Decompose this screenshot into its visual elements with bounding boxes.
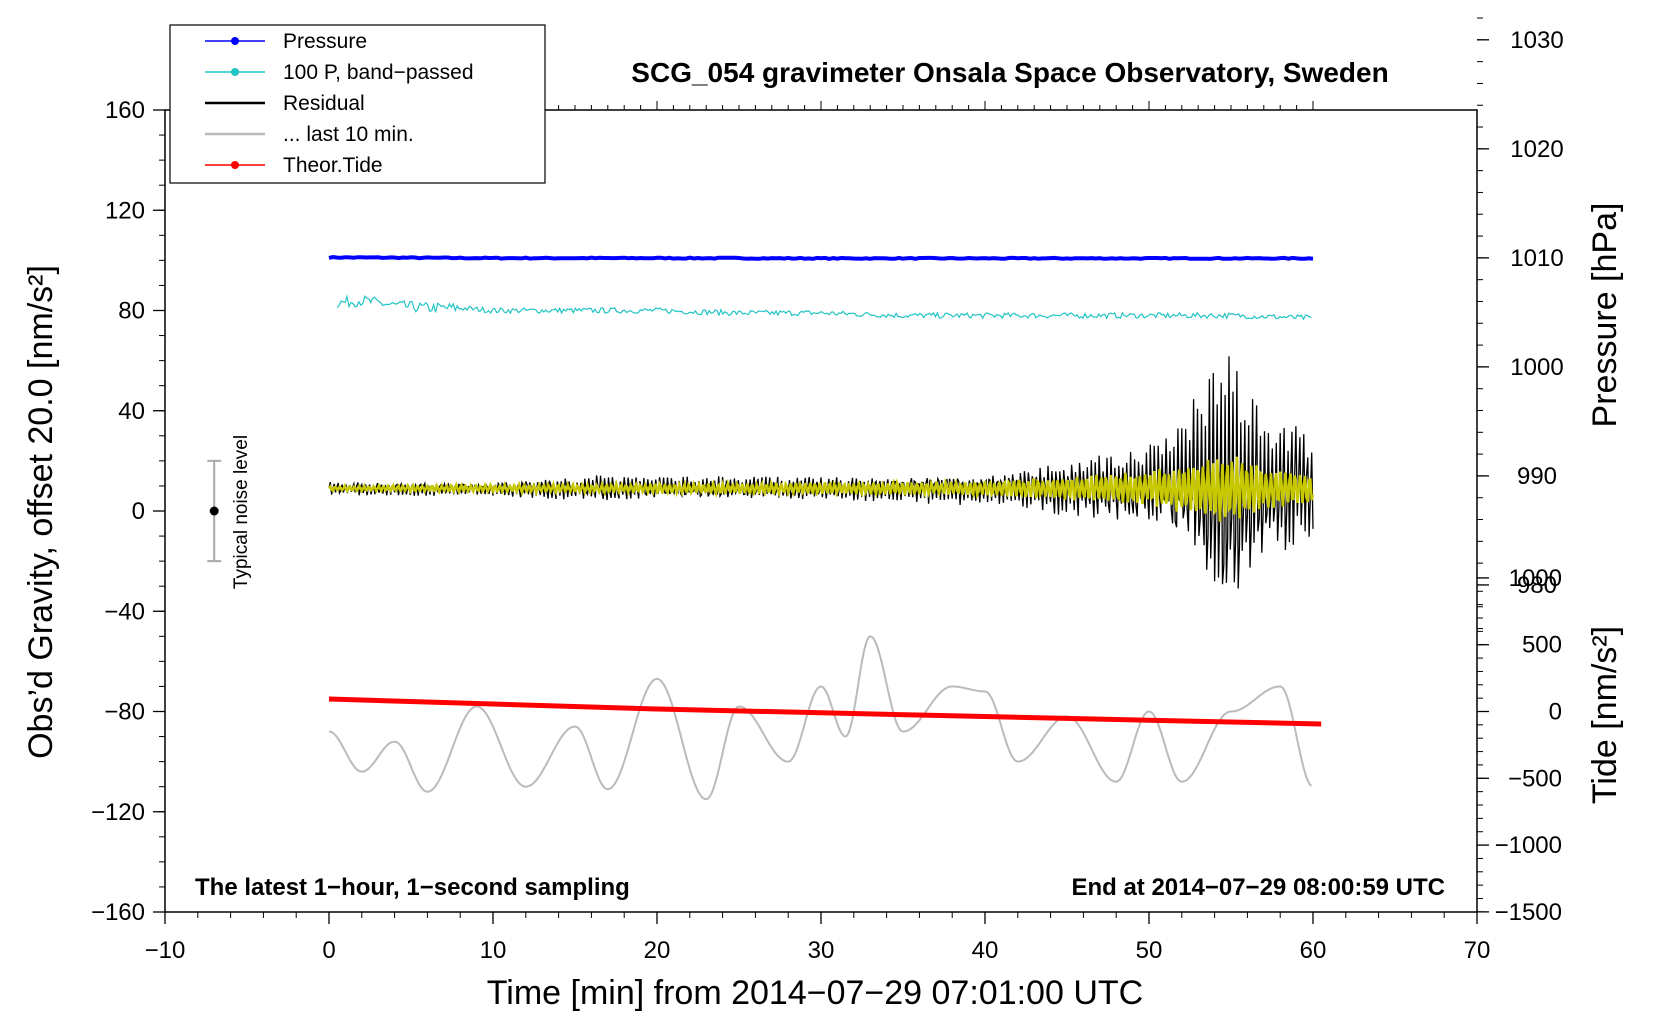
y-tick-label: 0 [132, 498, 145, 525]
y-tick-label: 40 [118, 398, 145, 425]
tide-tick-label: 1000 [1509, 565, 1562, 592]
axis-ticks: −10 0 10 20 30 40 50 60 7016012080400−40−80−120−… [91, 17, 1564, 964]
x-tick-label: 50 [1136, 937, 1163, 964]
x-tick-label: −10 [145, 937, 186, 964]
tide-tick-label: 0 [1549, 699, 1562, 726]
x-tick-label: 70 [1464, 937, 1491, 964]
x-tick-label: 40 [972, 937, 999, 964]
y-tick-label: 160 [105, 97, 145, 124]
series-band-passed [336, 294, 1312, 321]
pressure-tick-label: 980 [1517, 572, 1557, 599]
axes-frame [164, 109, 1478, 913]
legend-label-pressure: Pressure [283, 30, 367, 53]
x-axis-title: Time [min] from 2014−07−29 07:01:00 UTC [487, 974, 1143, 1012]
y-tick-label: −40 [104, 598, 145, 625]
y-tick-label: −160 [91, 899, 145, 926]
y-tick-label: 120 [105, 197, 145, 224]
x-tick-label: 10 [480, 937, 507, 964]
pressure-tick-label: 1020 [1510, 136, 1563, 163]
series-last-10-min [328, 635, 1313, 801]
legend: Pressure 100 P, band−passed Residual ...… [169, 24, 546, 184]
y-axis-title-tide: Tide [nm/s²] [1586, 626, 1624, 804]
legend-item-last-10-min: ... last 10 min. [283, 123, 414, 146]
x-tick-label: 60 [1300, 937, 1327, 964]
pressure-tick-label: 1030 [1510, 27, 1563, 54]
legend-label-band-passed: 100 P, band−passed [283, 61, 474, 84]
legend-item-pressure: Pressure [283, 30, 367, 53]
pressure-tick-label: 1000 [1510, 354, 1563, 381]
tide-tick-label: −1500 [1495, 899, 1562, 926]
legend-item-residual: Residual [283, 92, 365, 115]
legend-swatch-marker [231, 161, 239, 169]
series-residual-band-passed [327, 456, 1315, 522]
tide-tick-label: 500 [1522, 632, 1562, 659]
plot-frame [164, 109, 1478, 913]
y-axis-title-pressure: Pressure [hPa] [1586, 203, 1624, 428]
y-tick-label: −120 [91, 799, 145, 826]
annotation-end-time: End at 2014−07−29 08:00:59 UTC [1071, 874, 1445, 901]
x-tick-label: 20 [644, 937, 671, 964]
tide-tick-label: −500 [1508, 765, 1562, 792]
x-tick-label: 0 [322, 937, 335, 964]
chart-title: SCG_054 gravimeter Onsala Space Observat… [631, 57, 1388, 88]
legend-label-last-10-min: ... last 10 min. [283, 123, 414, 146]
series-theor-tide [328, 696, 1322, 727]
pressure-tick-label: 990 [1517, 463, 1557, 490]
tide-tick-label: −1000 [1495, 832, 1562, 859]
annotation-latest-hour: The latest 1−hour, 1−second sampling [195, 874, 630, 901]
legend-label-theor-tide: Theor.Tide [283, 154, 383, 177]
y-tick-label: 80 [118, 298, 145, 325]
series-pressure [328, 254, 1314, 261]
legend-item-band-passed: 100 P, band−passed [283, 61, 474, 84]
noise-indicator: Typical noise level [207, 435, 252, 589]
pressure-tick-label: 1010 [1510, 245, 1563, 272]
legend-swatch-marker [231, 68, 239, 76]
plot-series [327, 254, 1322, 801]
x-tick-label: 30 [808, 937, 835, 964]
legend-label-residual: Residual [283, 92, 365, 115]
y-axis-title-left: Obs’d Gravity, offset 20.0 [nm/s²] [22, 265, 60, 759]
series-residual [328, 356, 1314, 589]
legend-swatch-marker [231, 37, 239, 45]
noise-label: Typical noise level [231, 435, 252, 589]
y-tick-label: −80 [104, 699, 145, 726]
legend-item-theor-tide: Theor.Tide [283, 154, 383, 177]
noise-dot [209, 506, 219, 516]
